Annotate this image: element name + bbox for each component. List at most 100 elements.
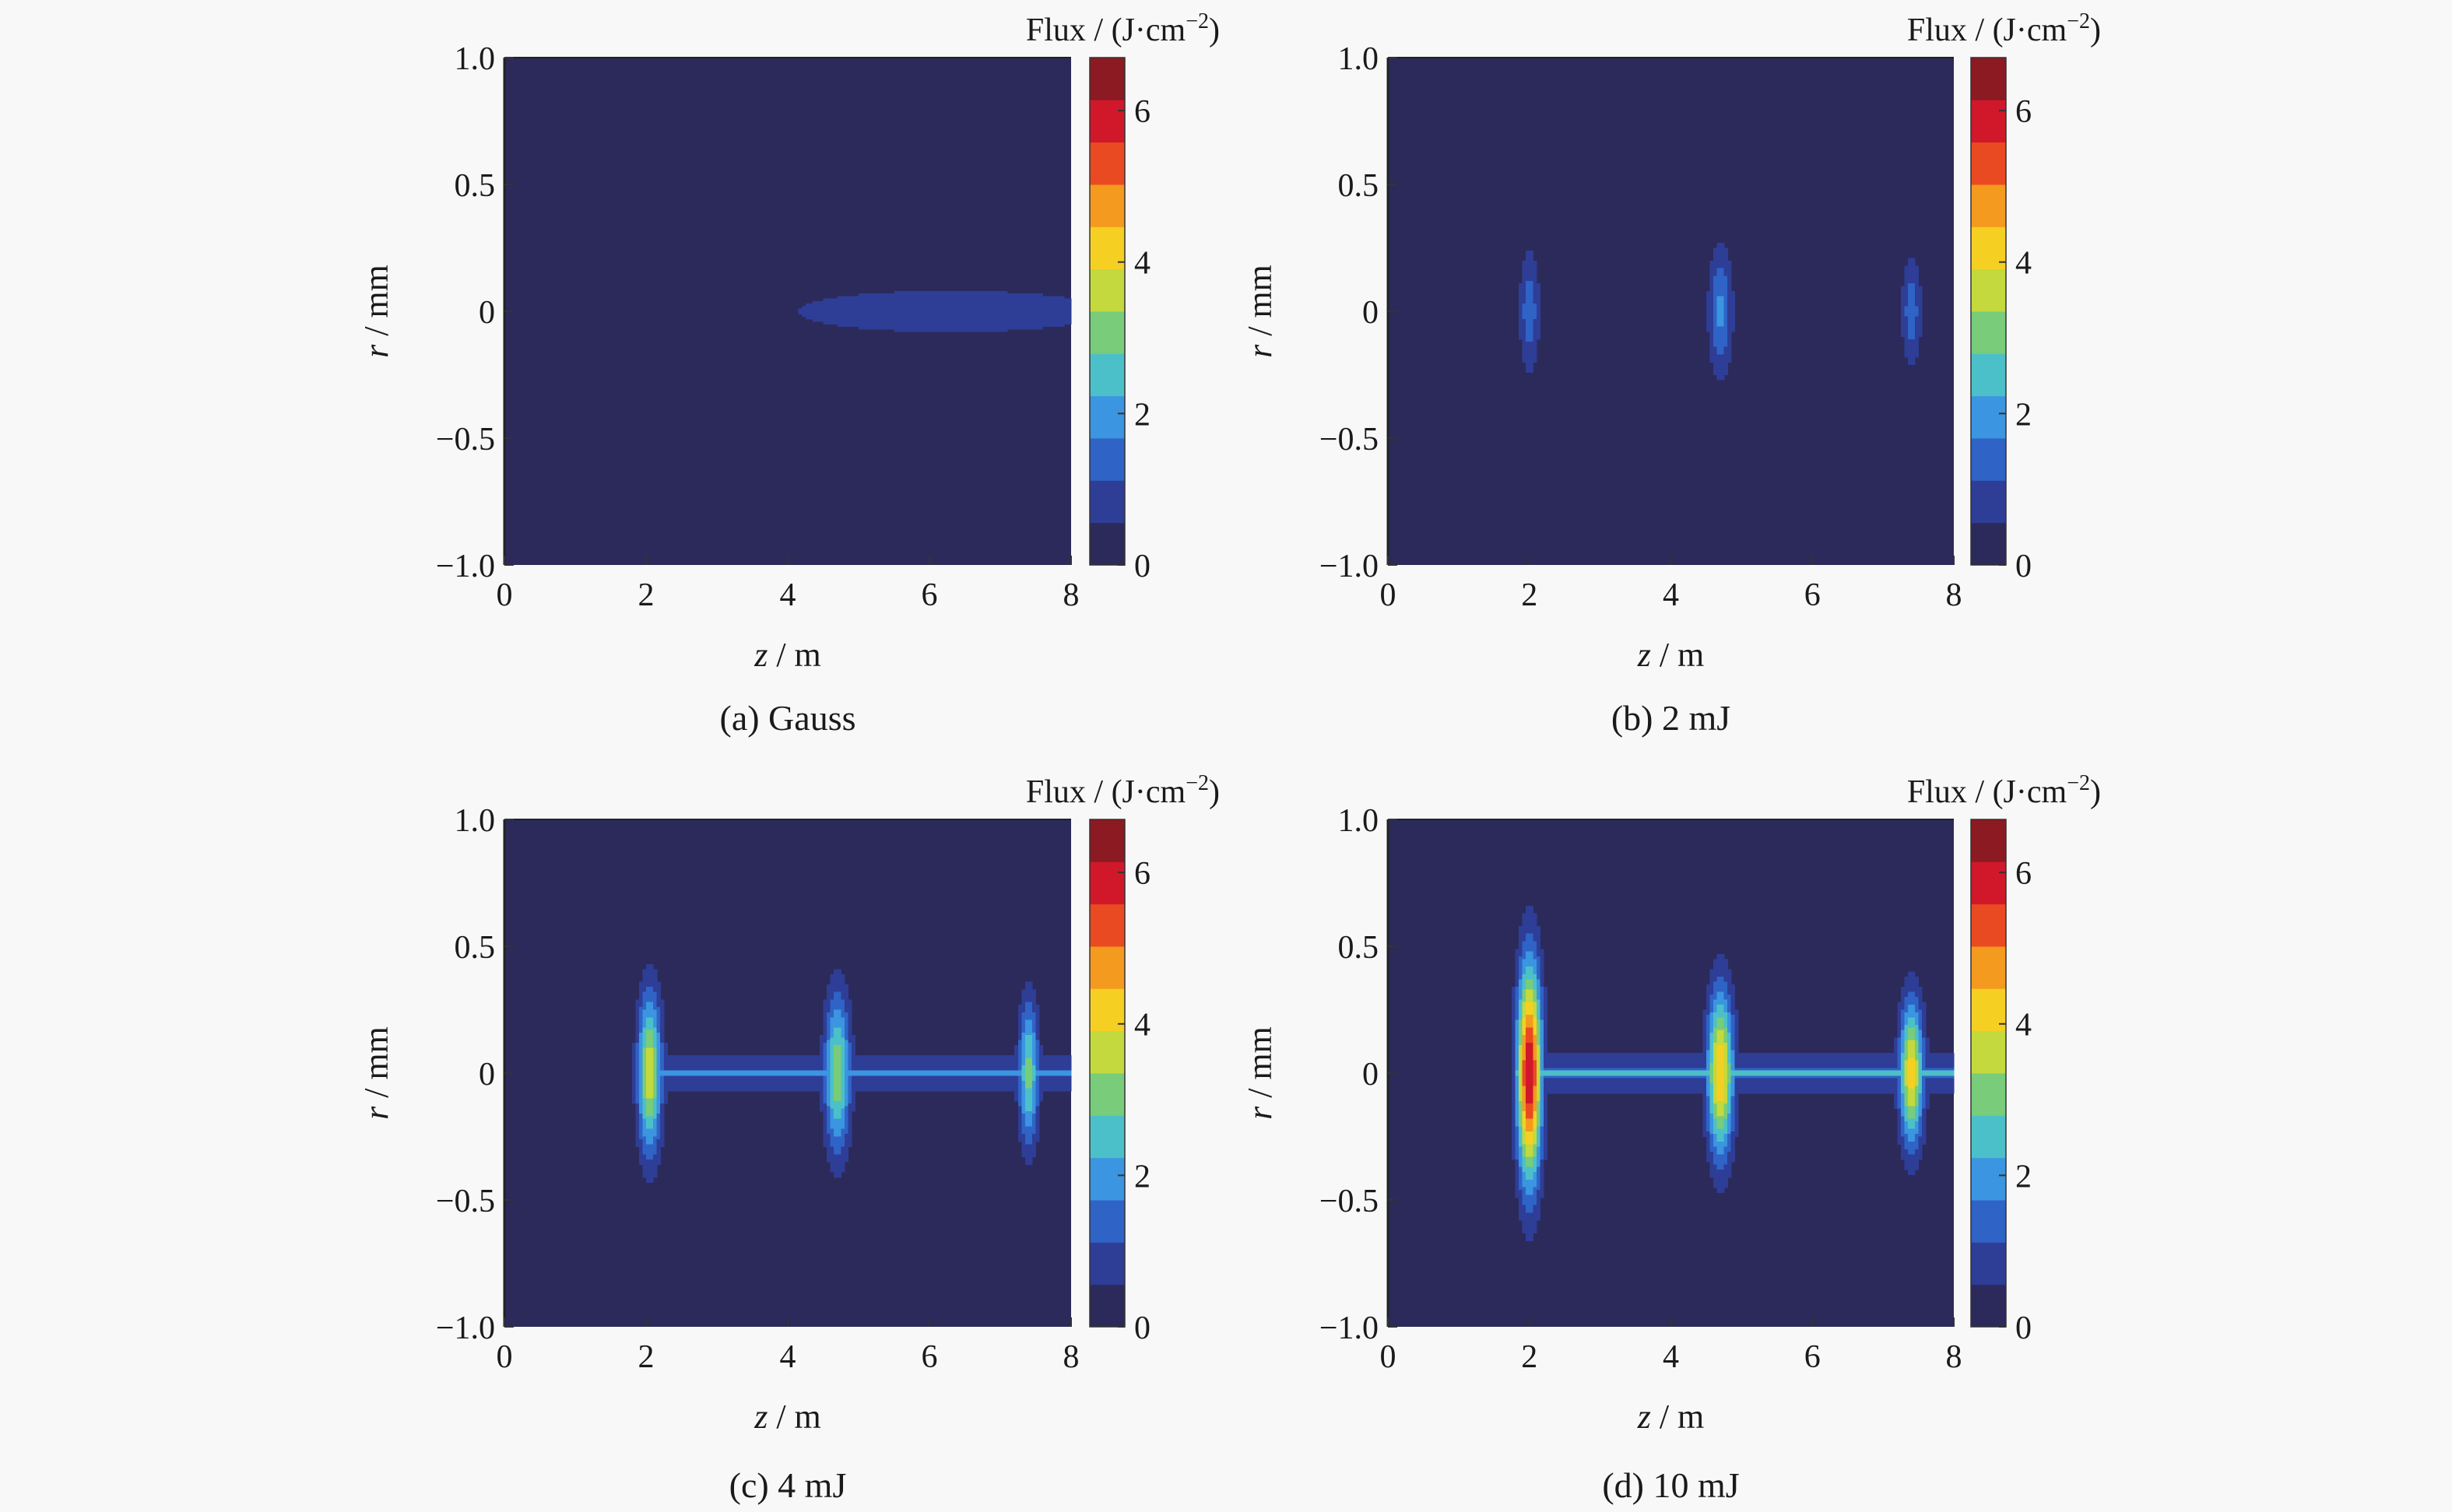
heatmap-cell: [841, 1002, 845, 1005]
heatmap-cell: [642, 1075, 647, 1079]
heatmap-cell: [702, 1086, 707, 1089]
heatmap-cell: [724, 1086, 729, 1089]
heatmap-cell: [940, 326, 944, 330]
heatmap-cell: [841, 1144, 845, 1148]
heatmap-cell: [915, 290, 919, 294]
heatmap-cell: [1529, 362, 1533, 366]
heatmap-cell: [1915, 288, 1920, 292]
heatmap-cell: [1014, 316, 1019, 320]
heatmap-cell: [635, 1100, 640, 1104]
heatmap-cell: [1911, 359, 1916, 363]
heatmap-cell: [685, 1062, 690, 1066]
heatmap-cell: [631, 1096, 636, 1100]
heatmap-cell: [1907, 326, 1913, 330]
heatmap-cell: [992, 298, 998, 302]
heatmap-cell: [1727, 328, 1732, 332]
heatmap-cell: [646, 1050, 651, 1054]
heatmap-cell: [638, 1052, 644, 1056]
heatmap-cell: [848, 306, 852, 310]
heatmap-cell: [926, 298, 930, 302]
heatmap-cell: [766, 1065, 771, 1069]
heatmap-cell: [1720, 300, 1725, 304]
heatmap-cell: [748, 1058, 754, 1061]
heatmap-cell: [851, 1062, 856, 1066]
heatmap-cell: [971, 314, 976, 317]
heatmap-cell: [642, 1154, 647, 1158]
heatmap-cell: [844, 1131, 848, 1135]
heatmap-cell: [759, 1086, 764, 1089]
heatmap-cell: [1003, 324, 1008, 328]
heatmap-cell: [734, 1065, 739, 1069]
heatmap-cell: [1716, 258, 1721, 261]
heatmap-cell: [841, 1040, 845, 1044]
heatmap-cell: [830, 1073, 834, 1076]
heatmap-cell: [638, 1009, 644, 1013]
heatmap-cell: [756, 1078, 761, 1082]
heatmap-cell: [1060, 303, 1065, 307]
heatmap-cell: [827, 1128, 831, 1132]
heatmap-cell: [635, 1062, 640, 1066]
heatmap-cell: [859, 1065, 863, 1069]
heatmap-cell: [1907, 354, 1913, 358]
heatmap-cell: [734, 1073, 739, 1076]
heatmap-cell: [834, 987, 838, 991]
heatmap-cell: [791, 1068, 796, 1072]
heatmap-cell: [674, 1083, 679, 1086]
heatmap-cell: [1039, 324, 1044, 328]
heatmap-cell: [883, 293, 887, 297]
heatmap-cell: [954, 298, 958, 302]
heatmap-cell: [898, 290, 902, 294]
heatmap-cell: [964, 300, 969, 304]
heatmap-cell: [830, 298, 834, 302]
heatmap-cell: [1021, 311, 1026, 314]
heatmap-cell: [830, 1128, 834, 1132]
x-axis-label-unit: / m: [768, 1398, 820, 1436]
heatmap-cell: [1723, 354, 1728, 358]
heatmap-cell: [660, 1045, 665, 1048]
heatmap-cell: [844, 1015, 848, 1018]
heatmap-cell: [713, 1068, 718, 1072]
heatmap-cell: [848, 1027, 852, 1031]
heatmap-cell: [834, 1083, 838, 1086]
heatmap-cell: [1904, 354, 1909, 358]
heatmap-cell: [880, 316, 884, 320]
heatmap-cell: [982, 311, 987, 314]
heatmap-cell: [1519, 286, 1523, 289]
heatmap-cell: [1014, 321, 1019, 325]
heatmap-cell: [844, 300, 848, 304]
heatmap-cell: [635, 1019, 640, 1023]
heatmap-cell: [905, 298, 909, 302]
heatmap-cell: [922, 298, 927, 302]
heatmap-cell: [1039, 318, 1044, 322]
heatmap-cell: [727, 1068, 732, 1072]
heatmap-cell: [841, 1015, 845, 1018]
heatmap-cell: [660, 1025, 665, 1028]
heatmap-cell: [1709, 286, 1714, 289]
heatmap-cell: [1529, 349, 1533, 353]
heatmap-cell: [901, 318, 905, 322]
heatmap-cell: [1918, 326, 1923, 330]
heatmap-cell: [656, 1022, 661, 1026]
heatmap-cell: [919, 324, 923, 328]
heatmap-cell: [738, 1060, 743, 1064]
heatmap-cell: [1911, 290, 1916, 294]
heatmap-cell: [649, 963, 654, 967]
heatmap-cell: [1723, 280, 1728, 284]
heatmap-cell: [798, 1055, 803, 1059]
heatmap-cell: [1727, 346, 1732, 350]
heatmap-cell: [968, 311, 973, 314]
heatmap-cell: [642, 984, 647, 988]
heatmap-cell: [1035, 311, 1040, 314]
heatmap-cell: [841, 314, 845, 317]
heatmap-cell: [894, 318, 898, 322]
heatmap-cell: [841, 1093, 845, 1096]
heatmap-cell: [837, 1055, 841, 1059]
heatmap-cell: [1035, 314, 1040, 317]
heatmap-cell: [688, 1075, 693, 1079]
heatmap-cell: [763, 1070, 768, 1074]
heatmap-cell: [823, 1025, 827, 1028]
heatmap-cell: [940, 321, 944, 325]
heatmap-cell: [663, 1050, 668, 1054]
heatmap-cell: [638, 1075, 644, 1079]
